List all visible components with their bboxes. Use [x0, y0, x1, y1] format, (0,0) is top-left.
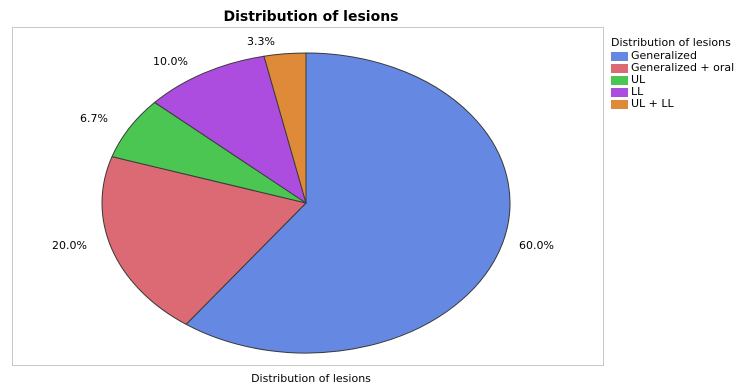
chart-title: Distribution of lesions: [223, 9, 399, 25]
pie-slice-generalized-oral: [101, 156, 307, 325]
legend-swatch: [611, 75, 628, 85]
legend-swatch: [611, 99, 628, 109]
slice-label-ll: 10.0%: [153, 55, 188, 68]
legend-entry-generalized: Generalized: [611, 50, 734, 62]
legend: Distribution of lesions Generalized Gene…: [611, 37, 734, 110]
legend-entry-ul: UL: [611, 74, 734, 86]
pie-slice-generalized: [185, 52, 511, 354]
pie-slice-ul-ll: [263, 52, 307, 204]
pie-slice-ll: [153, 55, 307, 205]
slice-label-generalized: 60.0%: [519, 239, 554, 252]
legend-title: Distribution of lesions: [611, 36, 731, 49]
legend-entry-ll: LL: [611, 86, 734, 98]
legend-swatch: [611, 87, 628, 97]
slice-label-generalized-oral: 20.0%: [52, 239, 87, 252]
legend-label: Generalized: [631, 49, 697, 62]
legend-entry-ul-ll: UL + LL: [611, 98, 734, 110]
legend-label: UL + LL: [631, 97, 674, 110]
legend-label: LL: [631, 85, 644, 98]
slice-label-ul-ll: 3.3%: [247, 35, 275, 48]
legend-label: UL: [631, 73, 646, 86]
x-axis-label: Distribution of lesions: [251, 372, 371, 385]
legend-label: Generalized + oral: [631, 61, 735, 74]
slice-label-ul: 6.7%: [80, 112, 108, 125]
legend-entry-generalized-oral: Generalized + oral: [611, 62, 734, 74]
legend-swatch: [611, 63, 628, 73]
legend-swatch: [611, 51, 628, 61]
